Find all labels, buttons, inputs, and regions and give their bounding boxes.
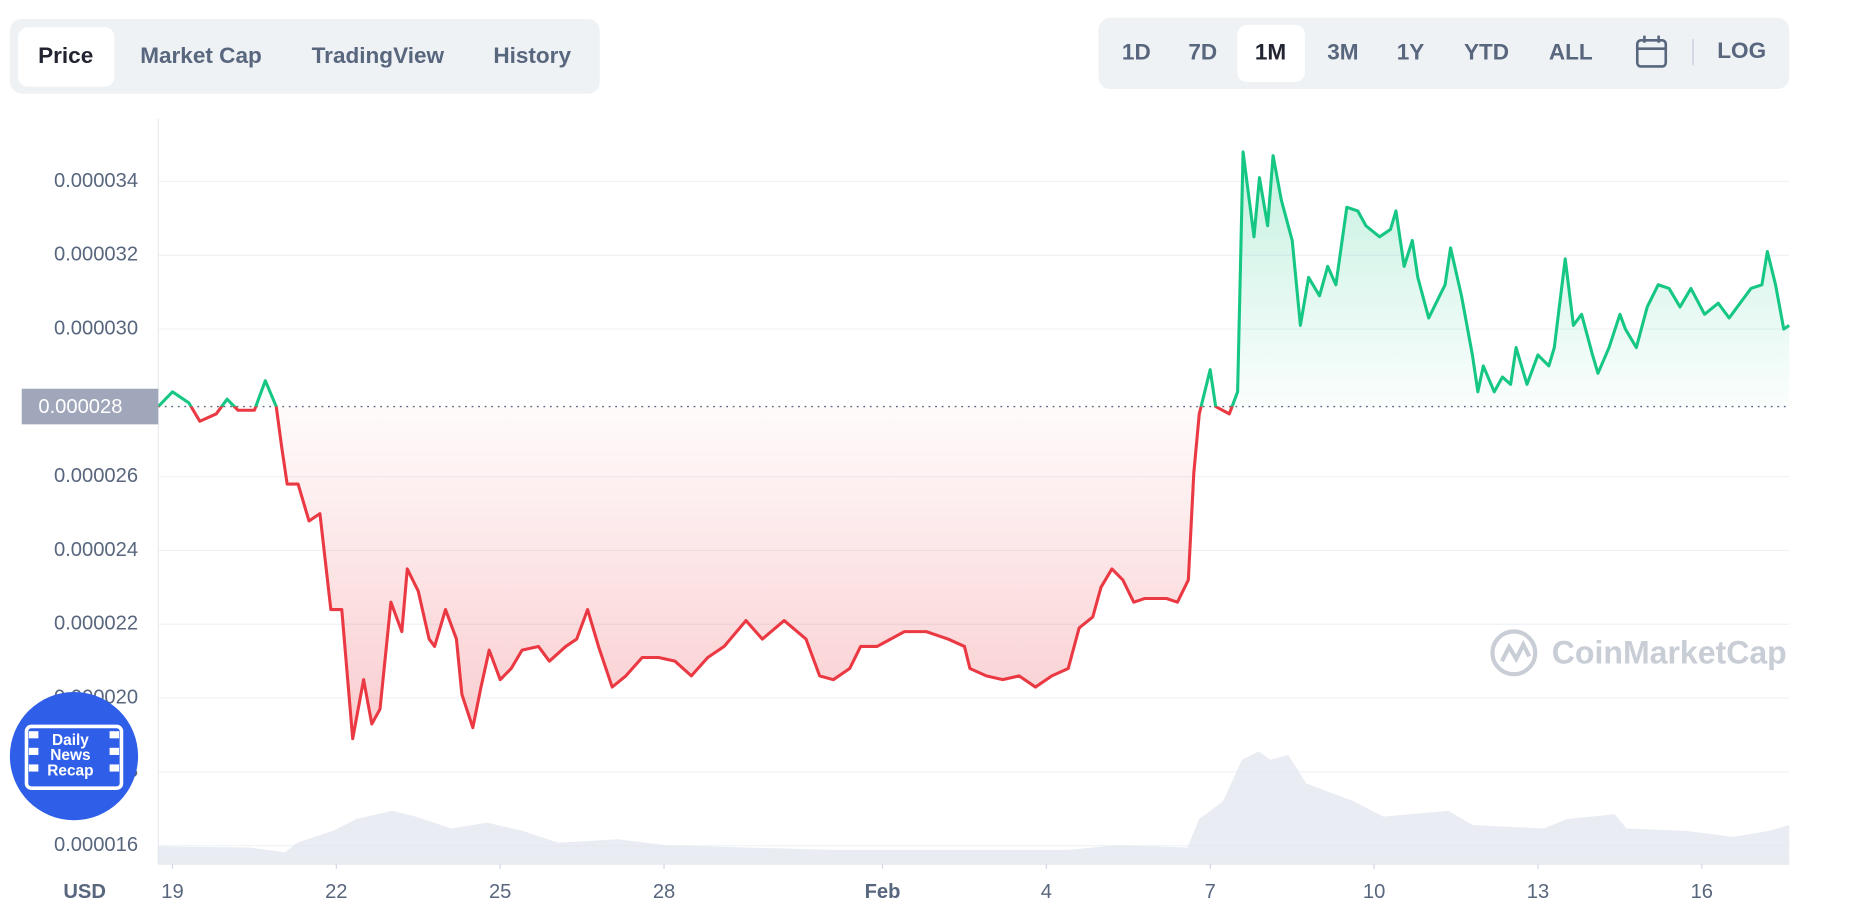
x-tick-label: 7 — [1205, 881, 1216, 903]
x-tick-label: Feb — [865, 881, 901, 903]
watermark: CoinMarketCap — [1552, 635, 1787, 671]
range-selected — [1237, 24, 1305, 82]
x-tick-label: 13 — [1527, 881, 1549, 903]
range-button[interactable]: 1D — [1122, 39, 1151, 64]
range-button[interactable]: 1M — [1255, 39, 1286, 64]
y-tick-label: 0.000034 — [54, 170, 138, 192]
tab-bar — [9, 18, 600, 94]
price-area — [158, 151, 1790, 739]
tab[interactable]: Market Cap — [140, 43, 262, 68]
currency-label: USD — [63, 881, 106, 903]
watermark-logo — [1490, 629, 1538, 677]
tab[interactable]: Price — [38, 43, 93, 68]
x-tick-label: 16 — [1691, 881, 1713, 903]
x-tick-label: 4 — [1041, 881, 1052, 903]
x-tick-label: 22 — [325, 881, 347, 903]
tab-selected — [18, 27, 115, 87]
overlay-badge: Daily News Recap — [9, 692, 139, 821]
reference-label: 0.000028 — [38, 396, 122, 418]
calendar-button[interactable] — [1635, 35, 1668, 68]
range-button[interactable]: 7D — [1188, 39, 1217, 64]
y-tick-label: 0.000032 — [54, 244, 138, 266]
x-tick-label: 25 — [489, 881, 511, 903]
badge-text: Recap — [47, 763, 93, 780]
range-button[interactable]: 3M — [1327, 39, 1358, 64]
x-tick-label: 10 — [1363, 881, 1385, 903]
badge-text: Daily — [52, 732, 89, 749]
x-tick-label: 28 — [653, 881, 675, 903]
x-tick-label: 19 — [161, 881, 183, 903]
reference-badge — [21, 388, 159, 425]
y-tick-label: 0.000022 — [54, 613, 138, 635]
tab[interactable]: TradingView — [312, 43, 445, 68]
price-line — [157, 150, 1791, 741]
range-button[interactable]: 1Y — [1397, 39, 1425, 64]
log-toggle[interactable]: LOG — [1717, 38, 1766, 63]
y-tick-label: 0.000016 — [54, 834, 138, 856]
range-button[interactable]: YTD — [1464, 39, 1509, 64]
y-tick-label: 0.000024 — [54, 539, 138, 561]
y-tick-label: 0.000026 — [54, 465, 138, 487]
badge-text: News — [50, 747, 90, 764]
tab[interactable]: History — [493, 43, 571, 68]
volume-backdrop — [158, 751, 1790, 865]
y-tick-label: 0.000030 — [54, 317, 138, 339]
range-button[interactable]: ALL — [1549, 39, 1593, 64]
